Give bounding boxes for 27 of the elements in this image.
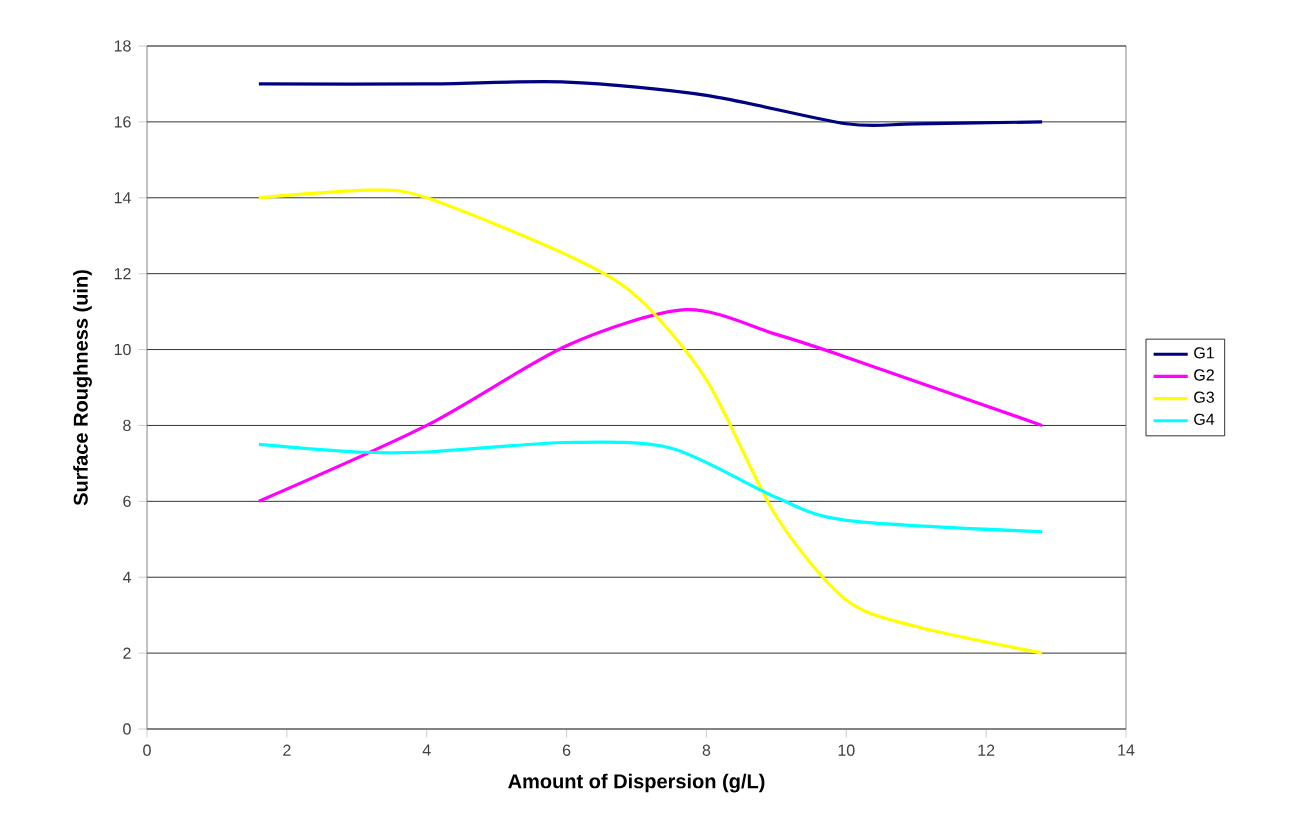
y-tick-label: 18 [114, 40, 131, 52]
legend-label: G3 [1194, 391, 1214, 403]
x-axis-title: Amount of Dispersion (g/L) [508, 773, 765, 793]
y-axis-title: Surface Roughness (uin) [73, 270, 92, 506]
y-tick-label: 4 [122, 571, 131, 583]
y-tick-label: 12 [114, 268, 131, 280]
line-series [257, 188, 1044, 655]
legend-label: G1 [1194, 347, 1214, 359]
x-tick-label: 2 [283, 744, 291, 756]
x-tick-label: 4 [422, 744, 431, 756]
x-tick-label: 0 [143, 744, 151, 756]
line-series [257, 440, 1044, 534]
legend-label: G4 [1194, 413, 1215, 425]
legend-label: G2 [1194, 369, 1214, 381]
y-tick-label: 14 [114, 192, 131, 204]
x-tick-label: 6 [562, 744, 571, 756]
line-series [257, 308, 1044, 503]
y-tick-label: 2 [123, 647, 131, 659]
y-tick-label: 16 [114, 116, 131, 128]
x-tick-label: 10 [838, 744, 855, 756]
y-tick-label: 8 [123, 419, 131, 432]
y-tick-label: 10 [114, 343, 131, 356]
y-tick-label: 0 [123, 723, 131, 735]
x-tick-label: 12 [978, 744, 995, 756]
x-tick-label: 14 [1118, 744, 1135, 756]
y-tick-label: 6 [123, 495, 131, 507]
x-tick-label: 8 [702, 744, 711, 756]
